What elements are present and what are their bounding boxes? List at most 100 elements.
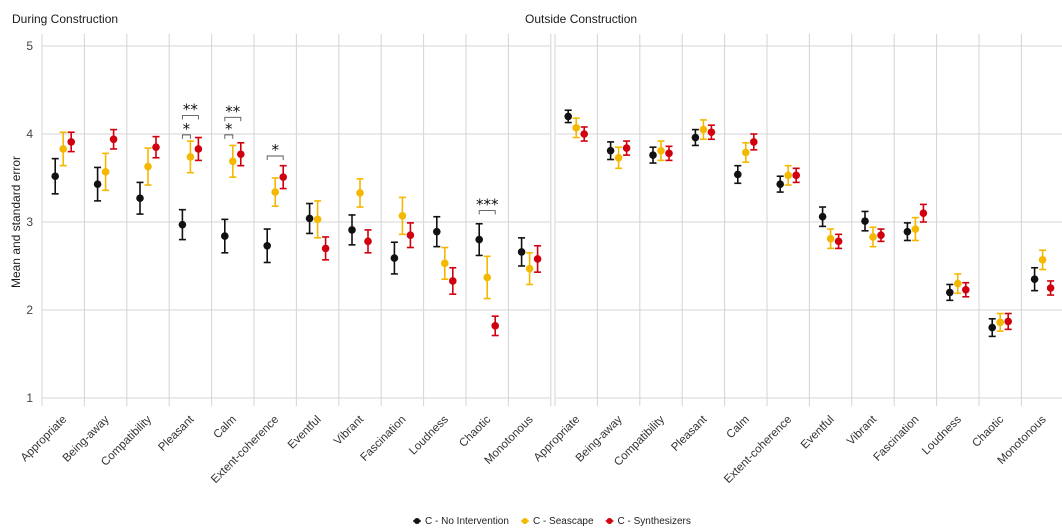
data-point — [606, 146, 615, 155]
data-point — [433, 227, 441, 236]
data-point — [109, 135, 118, 144]
data-point — [229, 157, 237, 166]
data-point — [1038, 256, 1047, 264]
data-point — [649, 151, 657, 159]
data-point — [750, 138, 758, 146]
data-point — [572, 124, 580, 132]
legend-key-point — [606, 518, 613, 524]
data-point — [144, 162, 152, 171]
data-point — [533, 255, 542, 263]
y-tick-label: 1 — [26, 391, 33, 405]
x-tick-label: Fascination — [358, 414, 408, 464]
data-point — [699, 125, 708, 134]
data-point — [734, 170, 742, 179]
data-point — [475, 235, 484, 244]
data-point — [237, 150, 245, 159]
data-point — [988, 323, 996, 332]
data-point — [665, 149, 673, 158]
significance-label: ** — [225, 102, 241, 120]
data-point — [263, 241, 272, 250]
data-point — [877, 231, 885, 239]
x-tick-label: Vibrant — [845, 413, 880, 448]
data-point — [441, 259, 449, 268]
y-tick-label: 4 — [26, 127, 33, 141]
data-point — [525, 264, 534, 273]
legend: C - No Intervention C - Seascape C - Synth… — [413, 516, 691, 527]
legend-key-point — [414, 518, 420, 524]
data-point — [622, 144, 631, 152]
x-tick-label: Calm — [211, 414, 238, 441]
data-point — [136, 194, 144, 203]
x-tick-label: Pleasant — [156, 413, 197, 454]
significance-bracket — [224, 116, 242, 122]
data-point — [390, 254, 399, 262]
significance-bracket — [181, 115, 199, 120]
data-point — [398, 212, 407, 220]
grid-layer — [41, 34, 1062, 406]
x-tick-label: Chaotic — [457, 413, 493, 449]
data-point — [348, 226, 356, 234]
x-tick-label: Calm — [724, 414, 751, 441]
y-tick-label: 2 — [26, 303, 33, 317]
legend-label: C - Seascape — [533, 516, 594, 527]
x-tick-label: Pleasant — [669, 413, 710, 454]
y-tick-label: 3 — [26, 215, 33, 229]
data-point — [271, 188, 280, 196]
data-point — [313, 215, 322, 224]
x-tick-label: Chaotic — [970, 413, 1006, 449]
data-point — [491, 322, 500, 330]
significance-label: ** — [183, 101, 199, 119]
data-point — [826, 234, 835, 243]
data-point — [954, 279, 962, 288]
data-point — [834, 237, 843, 246]
data-point — [861, 217, 869, 225]
x-tick-label: Eventful — [286, 414, 324, 452]
data-point — [818, 212, 827, 221]
data-point — [449, 277, 457, 285]
data-point — [364, 237, 372, 246]
data-point — [707, 128, 716, 137]
data-point — [903, 227, 912, 236]
data-point — [152, 143, 160, 151]
data-point — [305, 214, 314, 223]
facet-title: Outside Construction — [525, 12, 637, 26]
data-point — [962, 285, 970, 294]
data-point — [996, 318, 1004, 327]
data-point — [93, 180, 102, 188]
data-point — [279, 173, 288, 181]
x-tick-label: Fascination — [871, 414, 921, 464]
data-point — [1004, 317, 1012, 326]
data-point — [221, 232, 229, 240]
x-tick-label: Loudness — [920, 413, 964, 457]
data-point — [517, 248, 526, 256]
data-point — [919, 209, 928, 217]
x-tick-label: Vibrant — [332, 413, 367, 448]
legend-label: C - No Intervention — [425, 516, 509, 527]
data-point — [321, 244, 330, 253]
data-point — [657, 146, 665, 155]
y-axis-title: Mean and standard error — [9, 156, 23, 288]
data-point — [742, 148, 750, 157]
significance-label: * — [271, 141, 279, 159]
data-point — [483, 273, 492, 282]
legend-key-point — [521, 518, 528, 524]
significance-label: *** — [476, 196, 499, 214]
facet-title: During Construction — [12, 12, 118, 26]
data-point — [67, 138, 75, 146]
data-point — [614, 153, 623, 162]
data-point — [406, 231, 415, 239]
data-point — [186, 153, 195, 161]
data-point — [911, 225, 920, 233]
data-point — [356, 189, 364, 197]
data-point — [564, 112, 572, 121]
data-point — [59, 145, 67, 153]
legend-label: C - Synthesizers — [618, 516, 691, 527]
significance-label: * — [225, 120, 233, 138]
data-point — [194, 145, 203, 153]
data-point — [101, 168, 110, 176]
x-tick-label: Loudness — [407, 413, 451, 457]
data-point — [1046, 284, 1055, 292]
significance-bracket — [181, 134, 191, 139]
